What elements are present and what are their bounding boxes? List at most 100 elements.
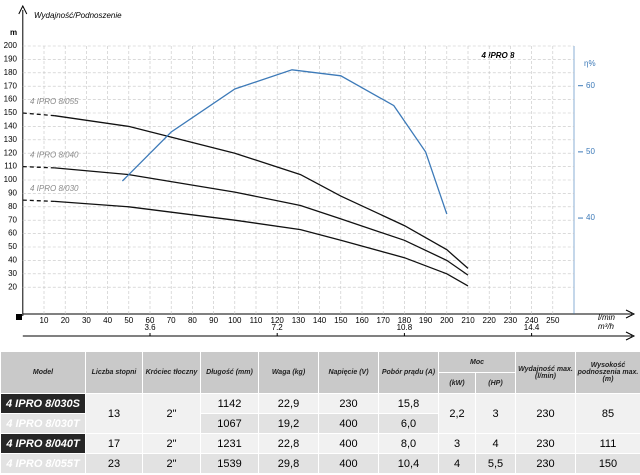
y-tick-label: 70 (8, 215, 17, 224)
y-tick-label: 170 (4, 81, 18, 90)
y-tick-label: 120 (4, 148, 18, 157)
y-tick-label: 190 (4, 55, 18, 64)
cell: 17 (85, 433, 143, 454)
y2-tick-label: 60 (586, 81, 595, 90)
cell: 1231 (200, 433, 259, 454)
y-tick-label: 80 (8, 202, 17, 211)
series-label: 4 IPRO 8/040 (30, 151, 79, 160)
header-cell: Liczba stopni (85, 351, 143, 394)
x-tick-label: 90 (209, 316, 218, 325)
x2-tick-label: 7.2 (272, 323, 284, 332)
y-tick-label: 90 (8, 189, 17, 198)
y-tick-label: 110 (4, 162, 17, 171)
y-tick-label: 150 (4, 108, 18, 117)
header-cell: (HP) (475, 372, 516, 394)
header-cell: (kW) (438, 372, 476, 394)
model-cell: 4 IPRO 8/040T (0, 433, 86, 454)
cell: 1539 (200, 453, 259, 474)
cell: 150 (575, 453, 640, 474)
x2-tick-label: 3.6 (144, 323, 156, 332)
x-tick-label: 20 (61, 316, 70, 325)
x-label: l/min (598, 313, 615, 322)
header-cell: Długość (mm) (200, 351, 259, 394)
x-tick-label: 30 (82, 316, 91, 325)
x-tick-label: 140 (313, 316, 327, 325)
x-tick-label: 190 (419, 316, 433, 325)
model-cell: 4 IPRO 8/055T (0, 453, 86, 474)
x-tick-label: 50 (124, 316, 133, 325)
cell: 230 (318, 393, 379, 414)
x-tick-label: 230 (504, 316, 518, 325)
arrow (625, 331, 636, 341)
y-tick-label: 50 (8, 242, 17, 251)
cell: 2" (142, 393, 201, 434)
cell: 2,2 (438, 393, 476, 434)
series-label: 4 IPRO 8/030 (30, 184, 79, 193)
x-tick-label: 40 (103, 316, 112, 325)
x-tick-label: 160 (355, 316, 369, 325)
model-cell: 4 IPRO 8/030S (0, 393, 86, 414)
cell: 19,2 (258, 413, 319, 434)
cell: 6,0 (378, 413, 439, 434)
header-cell: Pobór prądu (A) (378, 351, 439, 394)
cell: 3 (438, 433, 476, 454)
y-tick-label: 130 (4, 135, 18, 144)
cell: 8,0 (378, 433, 439, 454)
cell: 1067 (200, 413, 259, 434)
x-tick-label: 220 (483, 316, 497, 325)
x-tick-label: 10 (40, 316, 49, 325)
cell: 22,8 (258, 433, 319, 454)
cell: 29,8 (258, 453, 319, 474)
cell: 23 (85, 453, 143, 474)
y-tick-label: 60 (8, 229, 17, 238)
y-tick-label: 20 (8, 282, 17, 291)
y-unit: m (10, 28, 17, 37)
cell: 2" (142, 453, 201, 474)
header-cell: Waga (kg) (258, 351, 319, 394)
y-tick-label: 30 (8, 269, 17, 278)
cell: 400 (318, 453, 379, 474)
cell: 13 (85, 393, 143, 434)
y-tick-label: 160 (4, 95, 18, 104)
header-cell: Model (0, 351, 86, 394)
x-tick-label: 200 (440, 316, 454, 325)
x-tick-label: 120 (271, 316, 285, 325)
spec-table: Model Liczba stopni Króciec tłoczny Długość… (0, 351, 640, 474)
header-cell: Króciec tłoczny (142, 351, 201, 394)
x-tick-label: 60 (146, 316, 155, 325)
x-tick-label: 110 (250, 316, 263, 325)
x-tick-label: 80 (188, 316, 197, 325)
cell: 10,4 (378, 453, 439, 474)
series-line (22, 199, 55, 203)
x-tick-label: 210 (461, 316, 475, 325)
x2-label: m³/h (598, 322, 615, 331)
y-tick-label: 180 (4, 68, 18, 77)
chart-title: 4 IPRO 8 (481, 51, 515, 60)
arrow (625, 309, 636, 319)
series-line (54, 167, 469, 276)
grid (22, 45, 574, 314)
series-line (54, 200, 469, 287)
x-tick-label: 130 (292, 316, 306, 325)
cell: 5,5 (475, 453, 516, 474)
cell: 22,9 (258, 393, 319, 414)
origin-marker (16, 314, 22, 320)
model-cell: 4 IPRO 8/030T (0, 413, 86, 434)
series-line (22, 112, 55, 117)
y-tick-label: 200 (4, 41, 18, 50)
cell: 1142 (200, 393, 259, 414)
cell: 3 (475, 393, 516, 434)
x-tick-label: 70 (167, 316, 176, 325)
y-tick-label: 100 (4, 175, 18, 184)
header-cell: Napięcie (V) (318, 351, 379, 394)
x-tick-label: 250 (546, 316, 560, 325)
x-tick-label: 100 (228, 316, 242, 325)
arrow (18, 4, 28, 15)
cell: 230 (515, 453, 576, 474)
x2-tick-label: 10.8 (397, 323, 413, 332)
y-tick-label: 40 (8, 256, 17, 265)
chart: Wydajność/Podnoszenie m l/min m³/h η% 4 … (4, 4, 636, 341)
cell: 230 (515, 433, 576, 454)
cell: 400 (318, 433, 379, 454)
